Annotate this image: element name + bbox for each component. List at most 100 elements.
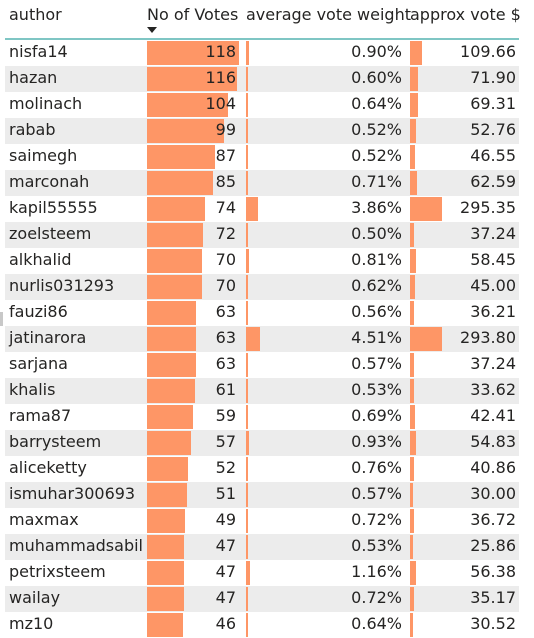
table-row[interactable]: petrixsteem 47 1.16% 56.38 bbox=[5, 560, 519, 586]
table-row[interactable]: muhammadsabil 47 0.53% 25.86 bbox=[5, 534, 519, 560]
value-average-vote-weight: 0.64% bbox=[351, 94, 402, 113]
cell-votes: 51 bbox=[147, 482, 239, 508]
cell-votes: 99 bbox=[147, 118, 239, 144]
data-bar-approx-vote-usd bbox=[410, 405, 415, 429]
data-bar-approx-vote-usd bbox=[410, 535, 413, 559]
value-votes: 52 bbox=[215, 458, 236, 477]
cell-author: molinach bbox=[9, 94, 83, 113]
cell-average-vote-weight: 0.53% bbox=[246, 534, 405, 560]
cell-approx-vote-usd: 30.00 bbox=[410, 482, 519, 508]
cell-author: hazan bbox=[9, 68, 58, 87]
table-row[interactable]: maxmax 49 0.72% 36.72 bbox=[5, 508, 519, 534]
table-row[interactable]: saimegh 87 0.52% 46.55 bbox=[5, 144, 519, 170]
table-row[interactable]: ismuhar300693 51 0.57% 30.00 bbox=[5, 482, 519, 508]
cell-votes: 61 bbox=[147, 378, 239, 404]
data-bar-average-vote-weight bbox=[246, 197, 258, 221]
data-bar-approx-vote-usd bbox=[410, 223, 415, 247]
table-row[interactable]: alkhalid 70 0.81% 58.45 bbox=[5, 248, 519, 274]
cell-approx-vote-usd: 52.76 bbox=[410, 118, 519, 144]
table-row[interactable]: khalis 61 0.53% 33.62 bbox=[5, 378, 519, 404]
value-average-vote-weight: 0.53% bbox=[351, 536, 402, 555]
data-bar-average-vote-weight bbox=[246, 353, 248, 377]
table-row[interactable]: rabab 99 0.52% 52.76 bbox=[5, 118, 519, 144]
cell-votes: 63 bbox=[147, 326, 239, 352]
data-bar-average-vote-weight bbox=[246, 405, 249, 429]
table-row[interactable]: wailay 47 0.72% 35.17 bbox=[5, 586, 519, 612]
cell-author: wailay bbox=[9, 588, 61, 607]
data-bar-average-vote-weight bbox=[246, 561, 250, 585]
value-approx-vote-usd: 30.00 bbox=[470, 484, 516, 503]
cell-approx-vote-usd: 25.86 bbox=[410, 534, 519, 560]
data-bar-approx-vote-usd bbox=[410, 171, 417, 195]
cell-votes: 116 bbox=[147, 66, 239, 92]
cell-votes: 46 bbox=[147, 612, 239, 638]
cell-author: aliceketty bbox=[9, 458, 87, 477]
cell-approx-vote-usd: 295.35 bbox=[410, 196, 519, 222]
data-bar-average-vote-weight bbox=[246, 223, 248, 247]
column-header-votes[interactable]: No of Votes bbox=[147, 5, 239, 24]
data-bar-average-vote-weight bbox=[246, 275, 248, 299]
table-row[interactable]: mz10 46 0.64% 30.52 bbox=[5, 612, 519, 638]
data-bar-approx-vote-usd bbox=[410, 379, 414, 403]
data-bar-approx-vote-usd bbox=[410, 561, 417, 585]
table-row[interactable]: sarjana 63 0.57% 37.24 bbox=[5, 352, 519, 378]
cell-author: kapil55555 bbox=[9, 198, 98, 217]
value-average-vote-weight: 0.64% bbox=[351, 614, 402, 633]
cell-author: khalis bbox=[9, 380, 56, 399]
table-row[interactable]: zoelsteem 72 0.50% 37.24 bbox=[5, 222, 519, 248]
data-bar-approx-vote-usd bbox=[410, 613, 414, 637]
column-header-average-vote-weight[interactable]: average vote weight bbox=[246, 5, 411, 24]
cell-average-vote-weight: 0.69% bbox=[246, 404, 405, 430]
cell-votes: 47 bbox=[147, 586, 239, 612]
table-row[interactable]: rama87 59 0.69% 42.41 bbox=[5, 404, 519, 430]
value-average-vote-weight: 0.57% bbox=[351, 354, 402, 373]
table-row[interactable]: barrysteem 57 0.93% 54.83 bbox=[5, 430, 519, 456]
value-votes: 72 bbox=[215, 224, 236, 243]
cell-votes: 47 bbox=[147, 534, 239, 560]
cell-votes: 63 bbox=[147, 352, 239, 378]
table-row[interactable]: hazan 116 0.60% 71.90 bbox=[5, 66, 519, 92]
table-row[interactable]: nisfa14 118 0.90% 109.66 bbox=[5, 40, 519, 66]
value-votes: 57 bbox=[215, 432, 236, 451]
value-approx-vote-usd: 45.00 bbox=[470, 276, 516, 295]
data-bar-average-vote-weight bbox=[246, 93, 248, 117]
value-average-vote-weight: 0.81% bbox=[351, 250, 402, 269]
cell-approx-vote-usd: 42.41 bbox=[410, 404, 519, 430]
data-bar-approx-vote-usd bbox=[410, 353, 415, 377]
table-row[interactable]: fauzi86 63 0.56% 36.21 bbox=[5, 300, 519, 326]
sort-descending-icon[interactable] bbox=[147, 27, 157, 33]
value-votes: 63 bbox=[215, 354, 236, 373]
table-row[interactable]: jatinarora 63 4.51% 293.80 bbox=[5, 326, 519, 352]
table-row[interactable]: molinach 104 0.64% 69.31 bbox=[5, 92, 519, 118]
scroll-handle[interactable] bbox=[0, 312, 3, 326]
data-bar-average-vote-weight bbox=[246, 249, 249, 273]
cell-author: sarjana bbox=[9, 354, 68, 373]
value-average-vote-weight: 3.86% bbox=[351, 198, 402, 217]
data-bar-approx-vote-usd bbox=[410, 67, 418, 91]
data-bar-approx-vote-usd bbox=[410, 41, 422, 65]
value-average-vote-weight: 0.53% bbox=[351, 380, 402, 399]
value-approx-vote-usd: 36.21 bbox=[470, 302, 516, 321]
data-bar-votes bbox=[147, 353, 197, 377]
data-bar-average-vote-weight bbox=[246, 327, 260, 351]
data-bar-approx-vote-usd bbox=[410, 431, 416, 455]
column-header-approx-vote-usd[interactable]: approx vote $ bbox=[410, 5, 521, 24]
value-approx-vote-usd: 62.59 bbox=[470, 172, 516, 191]
value-votes: 87 bbox=[215, 146, 236, 165]
data-bar-votes bbox=[147, 93, 229, 117]
value-approx-vote-usd: 40.86 bbox=[470, 458, 516, 477]
table-header: author No of Votes average vote weight a… bbox=[5, 0, 521, 40]
value-average-vote-weight: 0.60% bbox=[351, 68, 402, 87]
data-bar-average-vote-weight bbox=[246, 535, 248, 559]
cell-votes: 52 bbox=[147, 456, 239, 482]
table-row[interactable]: kapil55555 74 3.86% 295.35 bbox=[5, 196, 519, 222]
table-row[interactable]: aliceketty 52 0.76% 40.86 bbox=[5, 456, 519, 482]
table-row[interactable]: nurlis031293 70 0.62% 45.00 bbox=[5, 274, 519, 300]
cell-average-vote-weight: 0.57% bbox=[246, 482, 405, 508]
data-bar-votes bbox=[147, 613, 183, 637]
column-header-author[interactable]: author bbox=[9, 5, 62, 24]
data-bar-average-vote-weight bbox=[246, 67, 248, 91]
cell-author: marconah bbox=[9, 172, 90, 191]
value-approx-vote-usd: 30.52 bbox=[470, 614, 516, 633]
table-row[interactable]: marconah 85 0.71% 62.59 bbox=[5, 170, 519, 196]
